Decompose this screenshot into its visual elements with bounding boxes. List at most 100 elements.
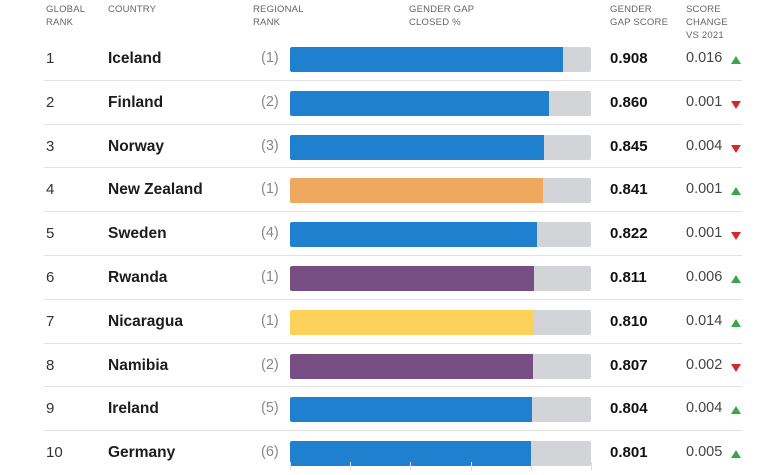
header-regional-rank: REGIONAL RANK — [253, 4, 304, 28]
table-row: 8 Namibia (2) 0.807 0.002 — [0, 344, 780, 388]
gap-score: 0.811 — [610, 269, 647, 286]
score-change: 0.004 — [686, 137, 723, 154]
global-rank: 5 — [46, 225, 55, 243]
score-change: 0.014 — [686, 312, 723, 329]
gap-score: 0.908 — [610, 50, 648, 67]
gap-score: 0.822 — [610, 225, 648, 243]
arrow-up-icon — [731, 318, 741, 327]
arrow-up-icon — [731, 56, 741, 64]
arrow-up-icon — [731, 406, 741, 415]
regional-rank: (1) — [261, 50, 279, 66]
gap-score: 0.845 — [610, 137, 648, 155]
table-row: 6 Rwanda (1) 0.811 0.006 — [0, 256, 780, 300]
score-change: 0.001 — [686, 225, 723, 242]
global-rank: 1 — [46, 50, 55, 67]
bar — [290, 222, 538, 248]
gridline — [470, 462, 472, 470]
regional-rank: (2) — [261, 93, 279, 110]
gap-score: 0.841 — [610, 181, 648, 199]
arrow-down-icon — [731, 144, 741, 153]
bar — [290, 266, 535, 291]
table-row: 10 Germany (6) 0.801 0.005 — [0, 431, 780, 475]
bar — [290, 90, 549, 116]
row-divider — [44, 79, 742, 81]
table-row: 5 Sweden (4) 0.822 0.001 — [0, 212, 780, 256]
bar — [290, 178, 544, 204]
row-divider — [44, 386, 742, 388]
regional-rank: (3) — [261, 137, 279, 154]
gridline — [530, 462, 532, 470]
table-row: 9 Ireland (5) 0.804 0.004 — [0, 387, 780, 432]
gap-score: 0.810 — [610, 312, 648, 330]
country-name: Norway — [108, 137, 164, 155]
bar — [290, 397, 532, 423]
global-rank: 6 — [46, 269, 55, 286]
regional-rank: (5) — [261, 400, 279, 417]
country-name: Rwanda — [108, 269, 168, 286]
header-score-change: SCORE CHANGE VS 2021 — [686, 4, 728, 41]
bar-track — [290, 309, 591, 335]
row-divider — [44, 342, 742, 344]
arrow-down-icon — [731, 100, 741, 109]
arrow-down-icon — [731, 363, 741, 372]
bar — [290, 309, 534, 335]
gap-score: 0.860 — [610, 93, 648, 111]
bar-track — [290, 134, 591, 160]
gap-score: 0.807 — [610, 356, 648, 374]
table-row: 7 Nicaragua (1) 0.810 0.014 — [0, 300, 780, 344]
gap-score: 0.804 — [610, 400, 648, 418]
score-change: 0.005 — [686, 444, 723, 461]
bar-track — [290, 222, 591, 248]
gridline — [290, 462, 291, 470]
country-name: Namibia — [108, 356, 169, 374]
row-divider — [44, 211, 742, 213]
score-change: 0.002 — [686, 356, 723, 373]
score-change: 0.001 — [686, 93, 723, 110]
bar — [290, 134, 545, 160]
regional-rank: (1) — [261, 312, 279, 329]
bar-track — [290, 47, 591, 72]
global-rank: 8 — [46, 356, 55, 374]
header-global-rank: GLOBAL RANK — [46, 4, 86, 28]
gridline — [591, 462, 592, 470]
bar-track — [290, 353, 591, 379]
global-rank: 2 — [46, 93, 55, 111]
bar-track — [290, 397, 591, 423]
table-row: 3 Norway (3) 0.845 0.004 — [0, 125, 780, 169]
arrow-down-icon — [731, 232, 741, 241]
country-name: New Zealand — [108, 181, 203, 199]
country-name: Finland — [108, 93, 164, 111]
score-change: 0.006 — [686, 269, 723, 285]
regional-rank: (4) — [261, 225, 279, 242]
table-row: 2 Finland (2) 0.860 0.001 — [0, 81, 780, 125]
regional-rank: (1) — [261, 269, 279, 285]
arrow-up-icon — [731, 275, 741, 283]
row-divider — [44, 298, 742, 300]
row-divider — [44, 123, 742, 125]
bar-track — [290, 178, 591, 204]
global-rank: 3 — [46, 137, 55, 155]
gridline — [410, 462, 412, 470]
country-name: Nicaragua — [108, 312, 183, 330]
country-name: Germany — [108, 444, 176, 462]
regional-rank: (1) — [261, 181, 279, 198]
country-name: Sweden — [108, 225, 167, 243]
row-divider — [44, 254, 742, 256]
table-row: 4 New Zealand (1) 0.841 0.001 — [0, 168, 780, 213]
bar — [290, 353, 533, 379]
gridline — [350, 462, 352, 470]
global-rank: 10 — [46, 444, 63, 462]
row-divider — [44, 430, 742, 432]
global-rank: 7 — [46, 312, 55, 330]
row-divider — [44, 167, 742, 169]
arrow-up-icon — [731, 187, 741, 196]
country-name: Iceland — [108, 50, 162, 67]
regional-rank: (2) — [261, 356, 279, 373]
bar-track — [290, 441, 591, 467]
score-change: 0.001 — [686, 181, 723, 198]
arrow-up-icon — [731, 450, 741, 459]
country-name: Ireland — [108, 400, 159, 418]
bar — [290, 47, 564, 72]
header-country: COUNTRY — [108, 4, 157, 15]
